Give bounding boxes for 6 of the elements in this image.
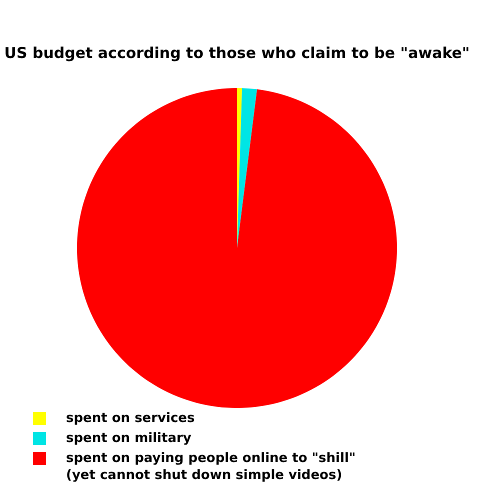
- legend-label: spent on paying people online to "shill" (yet cannot shut down simple videos): [66, 450, 356, 484]
- pie-slice: [77, 88, 397, 408]
- chart-title: US budget according to those who claim to be "awake": [4, 44, 470, 62]
- legend-label: spent on military: [66, 430, 192, 447]
- legend-label: spent on services: [66, 410, 195, 427]
- pie-slice: [237, 88, 258, 248]
